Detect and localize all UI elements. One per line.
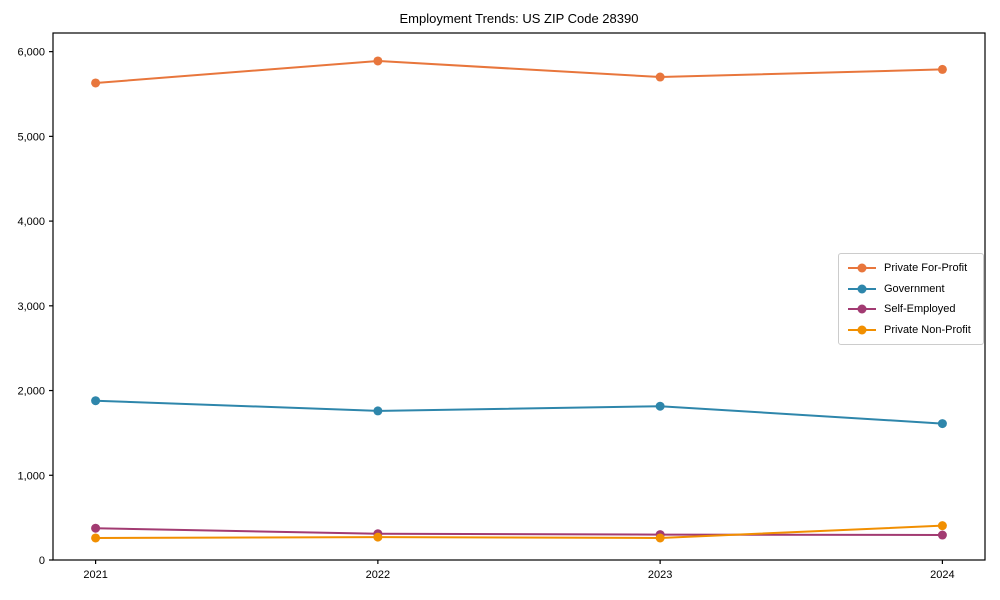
legend-item: Private Non-Profit [847,320,975,341]
y-tick-label: 2,000 [17,386,45,398]
y-tick-label: 3,000 [17,301,45,313]
y-tick-label: 0 [39,555,45,567]
y-tick-label: 4,000 [17,216,45,228]
data-point [655,401,665,411]
y-tick-label: 6,000 [17,47,45,59]
data-point [91,533,101,543]
data-point [91,523,101,533]
legend-item: Self-Employed [847,299,975,320]
plot-frame [52,32,986,561]
data-point [91,396,101,406]
y-tick-label: 1,000 [17,470,45,482]
data-point [937,64,947,74]
x-tick-label: 2021 [83,569,107,581]
chart-title: Employment Trends: US ZIP Code 28390 [399,11,639,26]
legend: Private For-Profit Government Self-Employe… [838,253,984,345]
x-tick-label: 2024 [930,569,954,581]
legend-label: Private Non-Profit [884,323,971,336]
legend-label: Government [884,282,945,295]
legend-marker-icon [848,325,876,335]
data-point [655,72,665,82]
data-point [937,530,947,540]
series-line [95,527,943,537]
legend-item: Government [847,279,975,300]
legend-label: Private For-Profit [884,262,968,275]
x-tick-label: 2023 [648,569,672,581]
series-line [95,399,943,425]
data-point [91,78,101,88]
series-line [95,524,943,539]
data-point [655,533,665,543]
y-tick-label: 5,000 [17,131,45,143]
legend-label: Self-Employed [884,303,956,316]
series-line [95,59,943,84]
x-tick-label: 2022 [366,569,390,581]
data-point [373,532,383,542]
data-point [373,56,383,66]
data-point [937,419,947,429]
legend-marker-icon [848,284,876,294]
legend-item: Private For-Profit [847,258,975,279]
data-point [937,521,947,531]
data-point [373,406,383,416]
legend-marker-icon [848,263,876,273]
legend-marker-icon [848,304,876,314]
